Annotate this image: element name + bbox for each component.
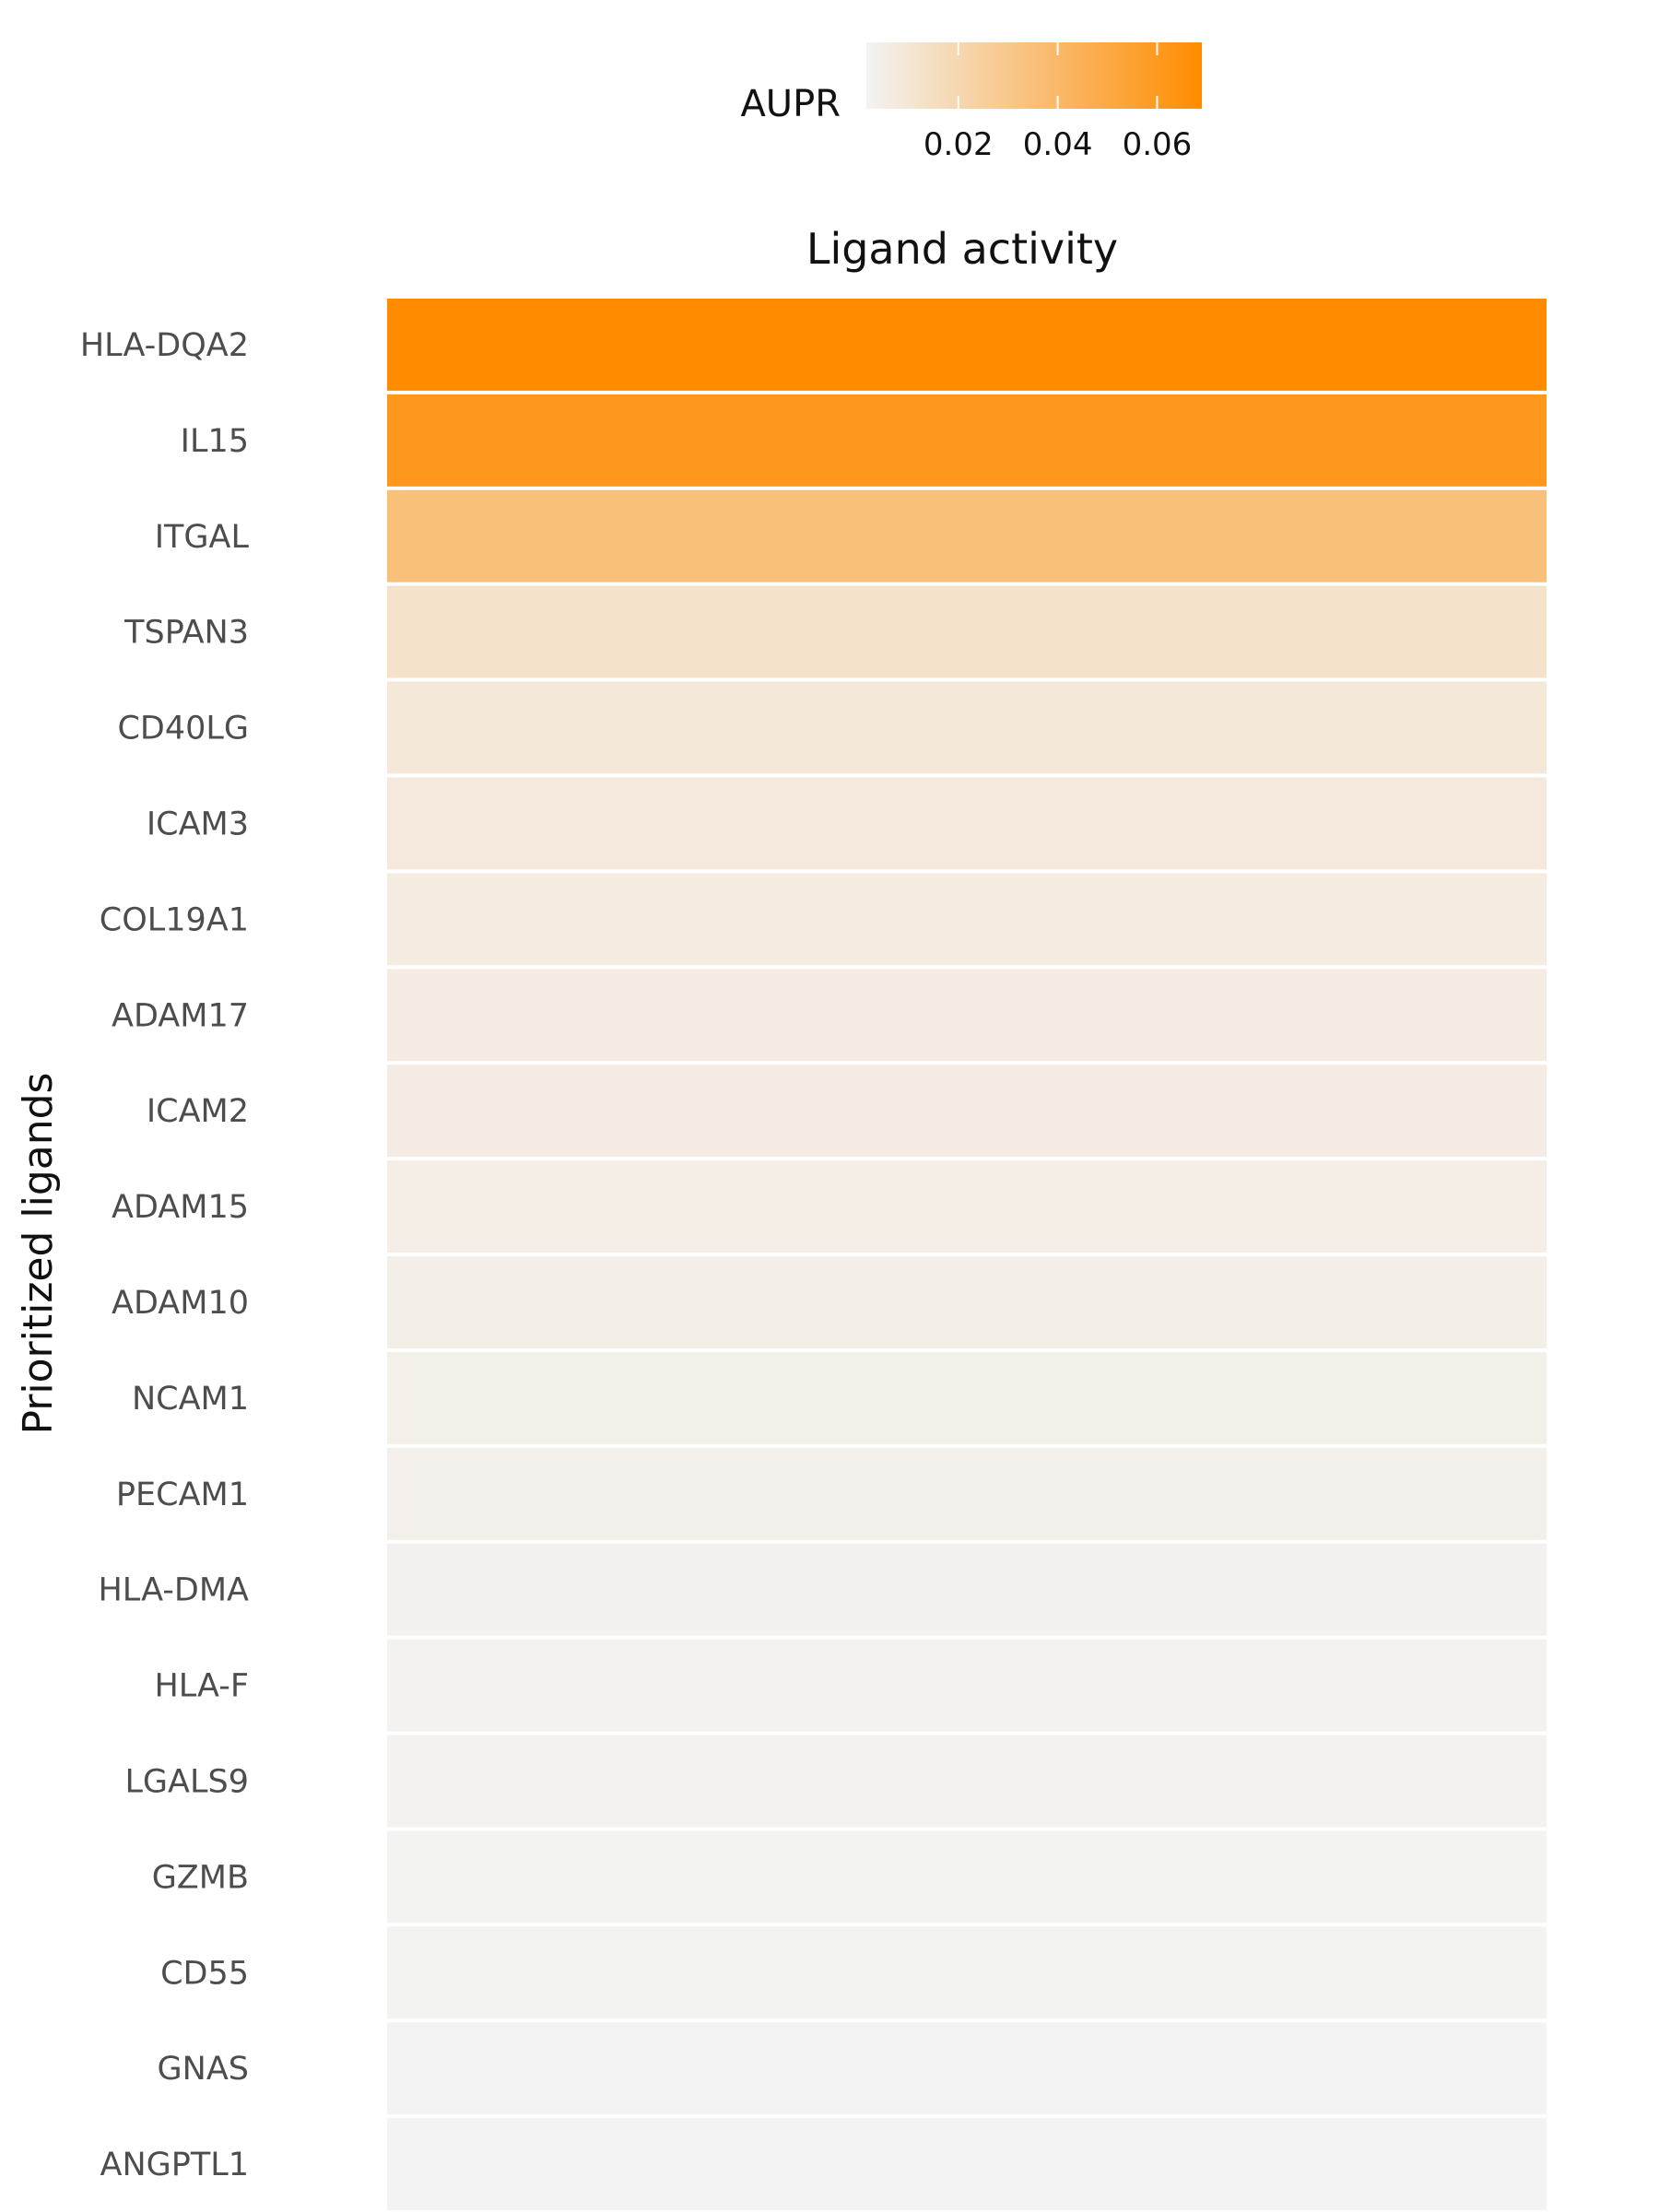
row-label: COL19A1 xyxy=(100,901,249,938)
heatmap-tile xyxy=(387,2022,1547,2115)
row-label: HLA-F xyxy=(154,1668,249,1705)
legend-colorbar xyxy=(866,42,1202,109)
row-label: ADAM10 xyxy=(112,1285,249,1322)
color-legend: AUPR 0.02 0.04 0.06 xyxy=(740,42,1202,163)
heatmap-tile xyxy=(387,969,1547,1062)
heatmap-tile xyxy=(387,681,1547,774)
heatmap-tile xyxy=(387,2118,1547,2210)
y-axis-title: Prioritized ligands xyxy=(15,1073,62,1435)
row-label: PECAM1 xyxy=(116,1477,249,1513)
row-label: GZMB xyxy=(152,1859,249,1896)
row-label: GNAS xyxy=(158,2051,249,2088)
row-label: ICAM3 xyxy=(147,806,249,842)
legend-tick-label: 0.02 xyxy=(924,126,994,163)
heatmap-tile xyxy=(387,1065,1547,1158)
row-label: ITGAL xyxy=(155,519,250,556)
heatmap-tile xyxy=(387,777,1547,870)
heatmap-tiles xyxy=(387,299,1547,2210)
heatmap-tile xyxy=(387,585,1547,678)
heatmap-tile xyxy=(387,1160,1547,1253)
heatmap-tile xyxy=(387,1926,1547,2019)
row-label: TSPAN3 xyxy=(124,615,249,652)
heatmap-tile xyxy=(387,394,1547,487)
legend-ticks: 0.02 0.04 0.06 xyxy=(924,42,1192,163)
row-label: NCAM1 xyxy=(132,1381,249,1418)
heatmap-tile xyxy=(387,1351,1547,1444)
legend-title: AUPR xyxy=(740,83,841,125)
row-label: IL15 xyxy=(181,423,249,460)
legend-tick-label: 0.04 xyxy=(1023,126,1093,163)
row-label: ADAM15 xyxy=(112,1189,249,1226)
heatmap-tile xyxy=(387,1830,1547,1924)
row-label: CD55 xyxy=(160,1955,249,1992)
heatmap-tile xyxy=(387,1256,1547,1348)
heatmap-tile xyxy=(387,489,1547,582)
heatmap-tile xyxy=(387,1447,1547,1540)
row-label: HLA-DMA xyxy=(98,1572,249,1609)
row-label: CD40LG xyxy=(117,711,249,747)
row-label: ICAM2 xyxy=(147,1093,249,1130)
heatmap-tile xyxy=(387,1639,1547,1732)
row-label: HLA-DQA2 xyxy=(80,327,249,364)
heatmap-tile xyxy=(387,1735,1547,1828)
chart-title: Ligand activity xyxy=(806,224,1118,274)
heatmap-tile xyxy=(387,299,1547,391)
row-labels: HLA-DQA2 IL15 ITGAL TSPAN3 CD40LG ICAM3 COL19A… xyxy=(80,327,250,2183)
row-label: ADAM17 xyxy=(112,997,249,1034)
row-label: ANGPTL1 xyxy=(100,2147,250,2183)
legend-tick-label: 0.06 xyxy=(1123,126,1193,163)
row-label: LGALS9 xyxy=(124,1763,249,1800)
heatmap-tile xyxy=(387,1543,1547,1636)
heatmap-tile xyxy=(387,873,1547,966)
